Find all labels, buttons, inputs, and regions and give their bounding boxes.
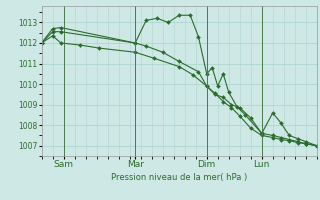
X-axis label: Pression niveau de la mer( hPa ): Pression niveau de la mer( hPa )	[111, 173, 247, 182]
